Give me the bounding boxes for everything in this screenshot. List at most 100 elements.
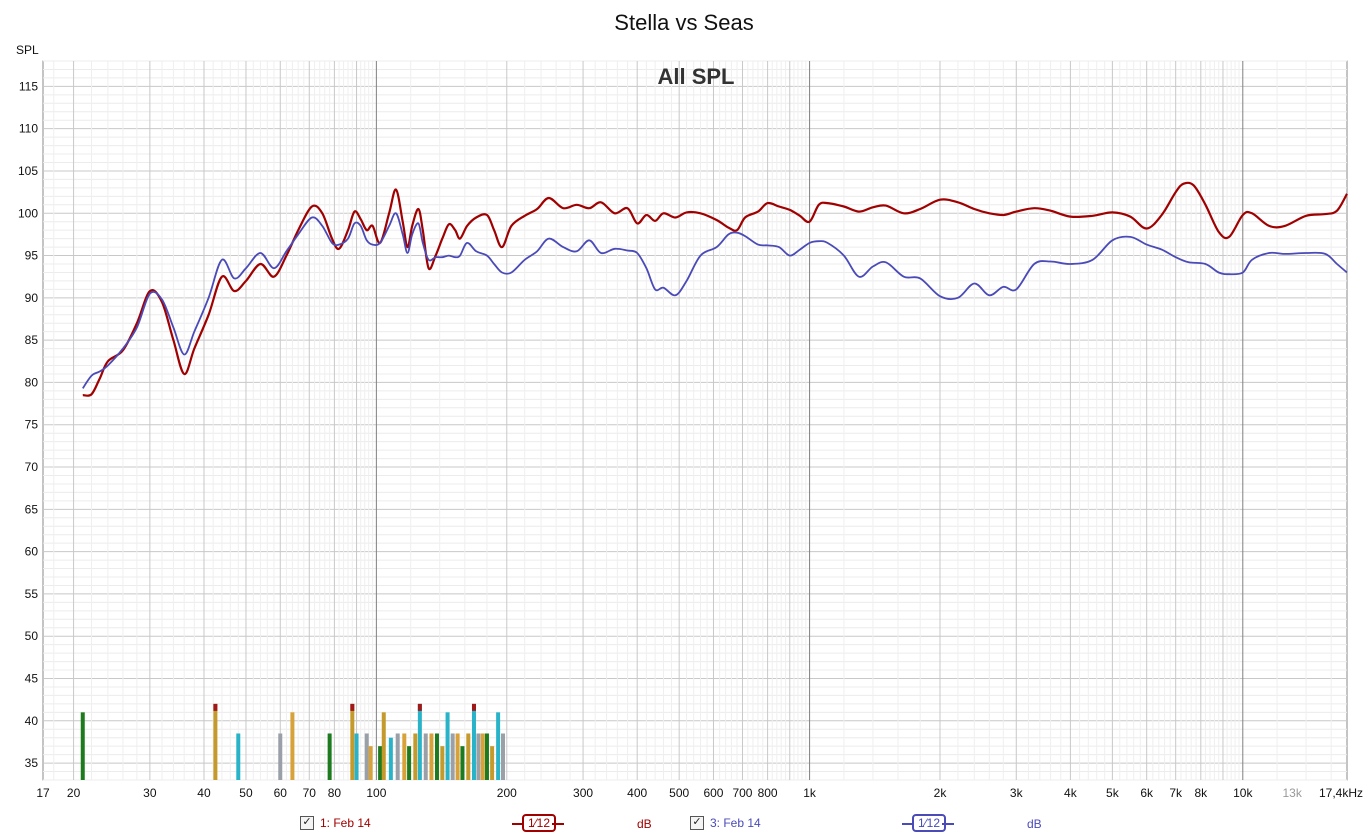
peak-marker: [417, 703, 422, 780]
peak-marker: [388, 737, 393, 780]
x-tick-label: 10k: [1233, 786, 1253, 800]
y-tick-label: 60: [25, 545, 39, 559]
peak-marker: [327, 733, 332, 780]
y-tick-label: 115: [19, 79, 38, 93]
y-tick-label: 80: [25, 375, 39, 389]
peak-marker: [402, 733, 407, 780]
y-tick-label: 35: [25, 756, 39, 770]
series-3-line-swatch-end: [942, 823, 954, 825]
peak-marker: [460, 746, 465, 780]
legend-bar: ✓ 1: Feb 14 1⁄12 dB ✓ 3: Feb 14 1⁄12 dB: [0, 812, 1369, 836]
chart-title: Stella vs Seas: [614, 10, 753, 35]
y-tick-label: 90: [25, 291, 39, 305]
series-3-unit: dB: [1027, 817, 1042, 831]
x-tick-label: 5k: [1106, 786, 1120, 800]
y-tick-label: 40: [25, 714, 39, 728]
x-tick-label: 800: [758, 786, 778, 800]
peak-marker: [440, 746, 445, 780]
spl-chart: Stella vs Seas SPL 35 40 45 50 55 60 65 70 75 80 8…: [16, 10, 1363, 800]
peak-marker: [368, 746, 373, 780]
series-3-line-swatch: [902, 823, 914, 825]
peak-marker: [354, 733, 359, 780]
peak-marker: [350, 703, 355, 780]
x-tick-label: 40: [197, 786, 211, 800]
peak-marker-cap: [213, 703, 218, 711]
series-line-3: [82, 212, 1348, 389]
peak-marker-cap: [350, 703, 355, 711]
peak-marker: [278, 733, 283, 780]
x-tick-label: 200: [497, 786, 517, 800]
grid-lines: [43, 60, 1347, 781]
y-tick-label: 100: [18, 206, 38, 220]
peak-marker: [476, 733, 481, 780]
peak-marker: [213, 703, 218, 780]
series-lines: [82, 181, 1348, 397]
peak-marker: [381, 712, 386, 780]
peak-marker: [445, 712, 450, 780]
peak-marker: [500, 733, 505, 780]
x-tick-label: 30: [143, 786, 157, 800]
peak-marker: [80, 712, 85, 780]
peak-marker: [471, 703, 476, 780]
x-tick-label: 700: [732, 786, 752, 800]
y-tick-label: 75: [25, 418, 39, 432]
chart-subtitle: All SPL: [657, 64, 734, 89]
peak-marker: [480, 733, 485, 780]
y-tick-label: 50: [25, 629, 39, 643]
axis-ticks: 35 40 45 50 55 60 65 70 75 80 85 90 95 100 105 110 115 17…: [18, 79, 1363, 800]
peak-marker: [434, 733, 439, 780]
x-tick-label: 13k: [1282, 786, 1302, 800]
y-axis-label: SPL: [16, 43, 39, 57]
peak-marker: [429, 733, 434, 780]
peak-marker: [364, 733, 369, 780]
x-tick-label: 80: [328, 786, 342, 800]
series-3-label: 3: Feb 14: [710, 816, 761, 830]
x-tick-label: 17,4kHz: [1319, 786, 1363, 800]
y-tick-label: 70: [25, 460, 39, 474]
peak-marker: [455, 733, 460, 780]
x-tick-label: 60: [274, 786, 288, 800]
x-tick-label: 1k: [803, 786, 817, 800]
x-tick-label: 70: [303, 786, 317, 800]
series-1-checkbox[interactable]: ✓: [300, 816, 314, 830]
x-tick-label: 20: [67, 786, 81, 800]
x-tick-label: 4k: [1064, 786, 1078, 800]
y-tick-label: 85: [25, 333, 39, 347]
legend-item-1[interactable]: ✓ 1: Feb 14: [300, 816, 371, 830]
series-line-1: [82, 181, 1348, 397]
x-tick-label: 400: [627, 786, 647, 800]
peak-marker: [413, 733, 418, 780]
series-1-line-swatch-end: [552, 823, 564, 825]
x-tick-label: 300: [573, 786, 593, 800]
y-tick-label: 55: [25, 587, 39, 601]
peak-marker: [378, 746, 383, 780]
peak-marker-cap: [471, 703, 476, 711]
x-tick-label: 100: [366, 786, 386, 800]
peak-marker: [496, 712, 501, 780]
x-tick-label: 7k: [1169, 786, 1183, 800]
x-tick-label: 8k: [1194, 786, 1208, 800]
series-3-smoothing-button[interactable]: 1⁄12: [912, 814, 947, 832]
x-tick-label: 50: [239, 786, 253, 800]
y-tick-label: 65: [25, 502, 39, 516]
peak-marker: [490, 746, 495, 780]
legend-item-3[interactable]: ✓ 3: Feb 14: [690, 816, 761, 830]
x-tick-label: 500: [669, 786, 689, 800]
x-tick-label: 6k: [1140, 786, 1154, 800]
series-3-checkbox[interactable]: ✓: [690, 816, 704, 830]
peak-marker: [484, 733, 489, 780]
peak-marker: [395, 733, 400, 780]
series-1-smoothing-button[interactable]: 1⁄12: [522, 814, 557, 832]
x-tick-label: 17: [36, 786, 50, 800]
y-tick-label: 95: [25, 249, 39, 263]
series-1-line-swatch: [512, 823, 524, 825]
y-tick-label: 110: [19, 122, 38, 136]
peak-markers: [80, 703, 505, 780]
x-tick-label: 600: [703, 786, 723, 800]
peak-marker: [236, 733, 241, 780]
peak-marker: [407, 746, 412, 780]
series-1-label: 1: Feb 14: [320, 816, 371, 830]
series-1-unit: dB: [637, 817, 652, 831]
x-tick-label: 3k: [1010, 786, 1024, 800]
peak-marker-cap: [417, 703, 422, 711]
